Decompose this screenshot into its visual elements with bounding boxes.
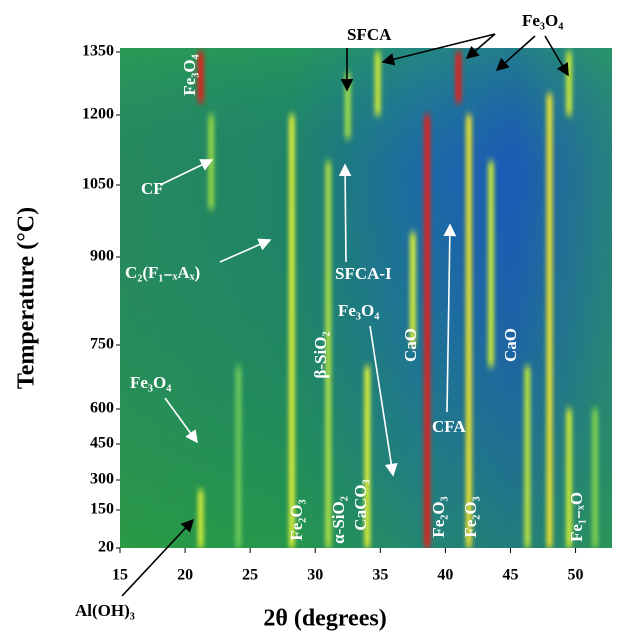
annotation: Fe₃O₄ bbox=[180, 54, 199, 95]
annotation: Fe₃O₄ bbox=[338, 301, 379, 320]
peak bbox=[374, 52, 381, 115]
x-tick-label: 35 bbox=[372, 567, 388, 584]
y-tick-label: 150 bbox=[90, 501, 114, 518]
peak bbox=[197, 490, 204, 548]
annotation: Al(OH)₃ bbox=[75, 601, 135, 620]
annotation: CaO bbox=[501, 328, 520, 362]
annotation: CF bbox=[141, 179, 164, 198]
peak bbox=[566, 409, 573, 548]
x-tick-label: 15 bbox=[112, 567, 128, 584]
annotation-arrow bbox=[338, 163, 352, 263]
annotation: β-SiO₂ bbox=[311, 331, 330, 378]
y-tick-label: 1350 bbox=[82, 43, 114, 60]
y-tick-label: 1050 bbox=[82, 176, 114, 193]
peak bbox=[524, 366, 531, 548]
peak bbox=[288, 115, 295, 548]
y-tick-label: 750 bbox=[90, 336, 114, 353]
annotation: C₂(F₁₋ₓAₓ) bbox=[125, 263, 200, 282]
x-tick-label: 30 bbox=[307, 567, 323, 584]
annotation-arrow bbox=[495, 35, 536, 72]
peak bbox=[546, 94, 553, 548]
annotation: SFCA bbox=[347, 25, 392, 44]
annotation-arrow bbox=[465, 33, 496, 60]
annotation: Fe₃O₄ bbox=[130, 373, 171, 392]
annotation-arrow bbox=[381, 33, 496, 66]
annotation: Fe₁₋ₓO bbox=[567, 492, 586, 542]
peak bbox=[235, 366, 242, 548]
annotation: CFA bbox=[432, 417, 466, 436]
annotation: CaO bbox=[401, 328, 420, 362]
peak bbox=[409, 233, 416, 345]
annotation: Fe₂O₃ bbox=[461, 496, 480, 537]
peak bbox=[465, 115, 472, 548]
annotation: Fe₂O₃ bbox=[287, 499, 306, 540]
annotation-arrow bbox=[121, 518, 195, 597]
annotation: α-SiO₂ bbox=[329, 496, 348, 544]
x-tick-label: 20 bbox=[177, 567, 193, 584]
annotation-arrow bbox=[544, 35, 569, 77]
peak bbox=[325, 161, 332, 548]
y-tick-label: 300 bbox=[90, 471, 114, 488]
annotation: SFCA-I bbox=[335, 264, 392, 283]
annotation: Fe₂O₃ bbox=[429, 496, 448, 537]
peak bbox=[592, 409, 599, 548]
x-axis-label: 2θ (degrees) bbox=[263, 606, 386, 632]
peaks bbox=[197, 52, 599, 548]
annotation: CaCO₃ bbox=[351, 479, 370, 530]
y-tick-label: 600 bbox=[90, 400, 114, 417]
annotation-arrow bbox=[219, 238, 272, 263]
annotation: Fe₃O₄ bbox=[522, 11, 563, 30]
peak bbox=[455, 52, 462, 103]
peak bbox=[424, 115, 431, 548]
peak bbox=[197, 52, 204, 103]
y-tick-label: 900 bbox=[90, 248, 114, 265]
x-tick-label: 45 bbox=[502, 567, 518, 584]
annotation-arrow bbox=[443, 223, 457, 413]
peak bbox=[364, 366, 371, 548]
y-tick-label: 450 bbox=[90, 435, 114, 452]
y-tick-label: 1200 bbox=[82, 106, 114, 123]
y-tick-label: 20 bbox=[98, 539, 114, 556]
peak bbox=[566, 52, 573, 115]
x-tick-label: 25 bbox=[242, 567, 258, 584]
annotations: Fe₃O₄ SFCA Fe₃O₄ CF C₂(F₁₋ₓAₓ) SFCA-I Fe₃O₄ β-S… bbox=[75, 11, 586, 620]
x-tick-label: 50 bbox=[568, 567, 584, 584]
peak bbox=[487, 161, 494, 367]
annotation-arrow bbox=[369, 325, 398, 477]
annotation-arrow bbox=[164, 397, 198, 444]
y-axis-label: Temperature (°C) bbox=[14, 207, 40, 389]
annotation-arrow bbox=[159, 159, 214, 186]
peak bbox=[344, 73, 351, 139]
x-tick-label: 40 bbox=[437, 567, 453, 584]
